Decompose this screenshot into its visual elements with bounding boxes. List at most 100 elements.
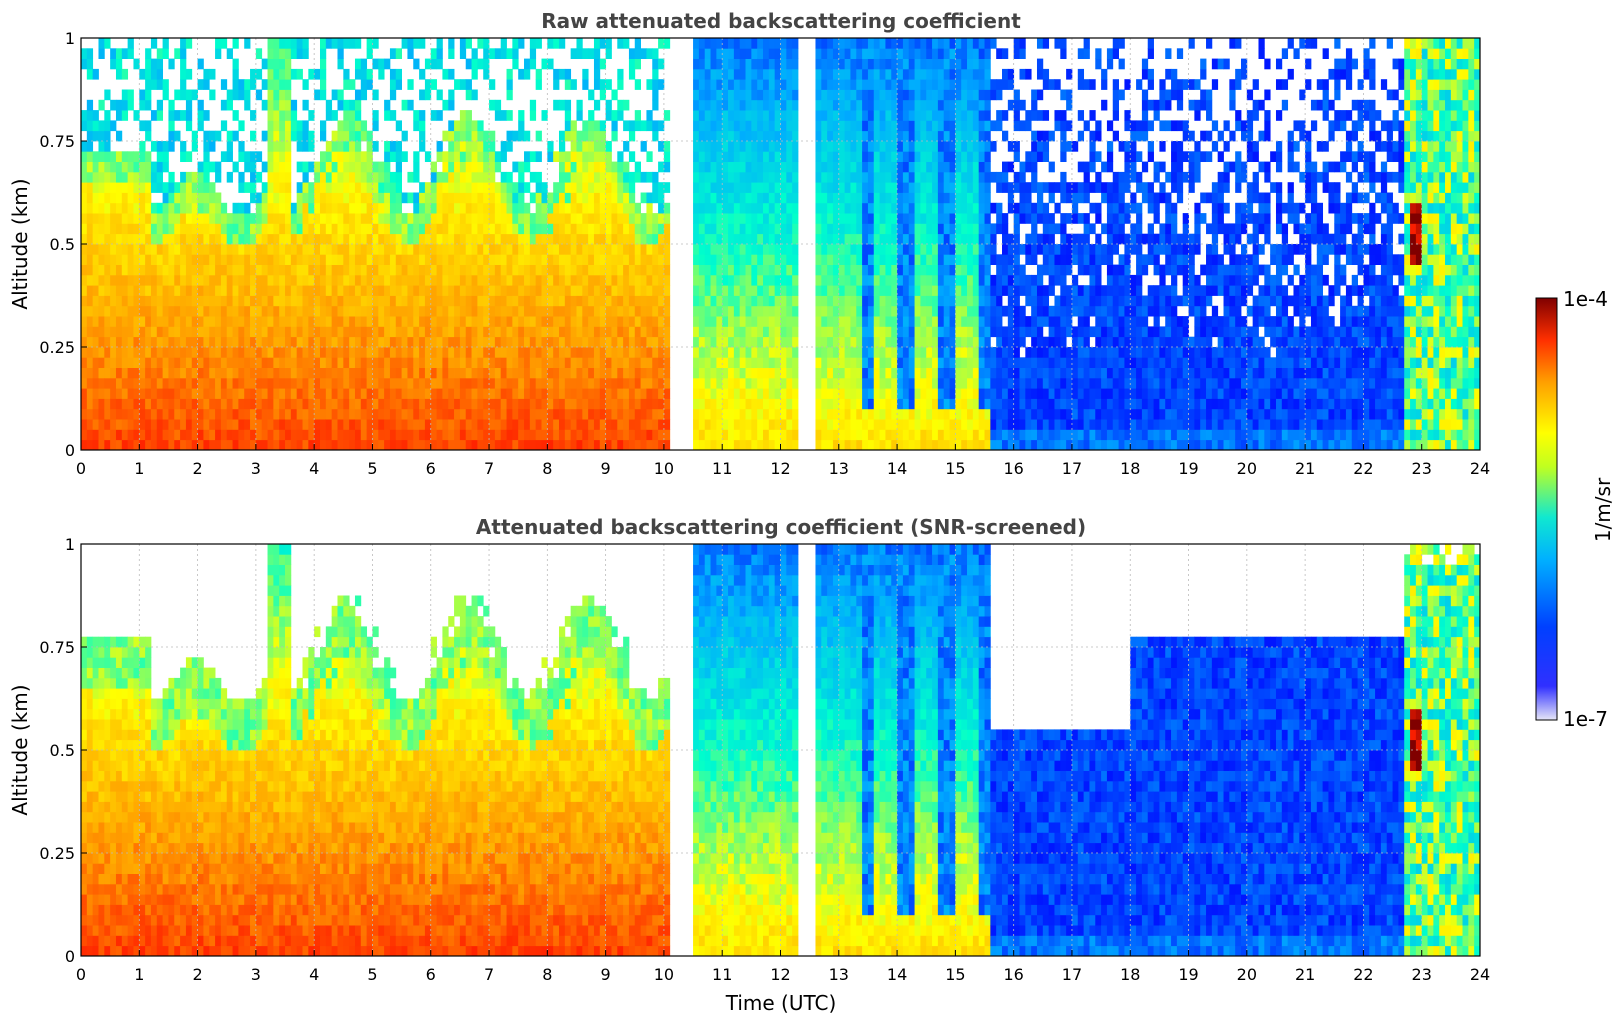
heatmap-cell <box>180 295 187 307</box>
heatmap-cell <box>535 233 542 245</box>
heatmap-cell <box>593 274 601 286</box>
heatmap-cell <box>489 398 496 410</box>
heatmap-cell <box>302 347 309 358</box>
heatmap-cell <box>302 398 309 410</box>
heatmap-cell <box>319 79 327 90</box>
heatmap-cell <box>640 233 647 245</box>
heatmap-cell <box>110 274 117 286</box>
heatmap-cell <box>489 182 496 193</box>
heatmap-cell <box>914 161 921 173</box>
heatmap-cell <box>115 305 123 317</box>
heatmap-cell <box>891 68 898 80</box>
heatmap-cell <box>191 429 198 441</box>
heatmap-cell <box>891 130 898 142</box>
heatmap-cell <box>500 48 507 59</box>
heatmap-cell <box>250 305 257 317</box>
heatmap-cell <box>914 213 921 224</box>
heatmap-cell <box>220 120 228 132</box>
heatmap-cell <box>728 151 735 162</box>
heatmap-cell <box>384 439 391 451</box>
heatmap-cell <box>354 161 362 173</box>
heatmap-cell <box>908 120 915 132</box>
heatmap-cell <box>564 347 572 358</box>
heatmap-cell <box>873 367 880 379</box>
heatmap-cell <box>191 223 198 235</box>
heatmap-cell <box>827 151 834 162</box>
heatmap-cell <box>751 429 758 441</box>
heatmap-cell <box>174 233 181 245</box>
heatmap-cell <box>448 99 455 111</box>
heatmap-cell <box>862 388 869 399</box>
heatmap-cell <box>867 264 875 276</box>
heatmap-cell <box>104 326 111 338</box>
heatmap-cell <box>628 274 636 286</box>
heatmap-cell <box>850 347 857 358</box>
heatmap-cell <box>588 120 595 132</box>
heatmap-cell <box>576 202 583 214</box>
heatmap-cell <box>908 171 915 183</box>
heatmap-cell <box>780 68 787 80</box>
heatmap-cell <box>448 68 455 80</box>
heatmap-cell <box>512 439 519 451</box>
heatmap-cell <box>623 316 630 327</box>
heatmap-cell <box>238 326 245 338</box>
heatmap-cell <box>506 213 513 224</box>
heatmap-cell <box>908 202 915 214</box>
heatmap-cell <box>442 439 449 451</box>
heatmap-cell <box>693 120 700 132</box>
heatmap-cell <box>693 295 700 307</box>
heatmap-cell <box>296 274 303 286</box>
heatmap-cell <box>500 244 507 255</box>
heatmap-cell <box>873 264 880 276</box>
heatmap-cell <box>331 336 338 348</box>
heatmap-cell <box>349 388 356 399</box>
heatmap-cell <box>319 130 327 142</box>
heatmap-cell <box>115 182 123 193</box>
heatmap-cell <box>698 419 706 430</box>
heatmap-cell <box>489 347 496 358</box>
heatmap-cell <box>209 305 216 317</box>
heatmap-cell <box>494 244 502 255</box>
heatmap-cell <box>98 305 105 317</box>
heatmap-cell <box>745 79 752 90</box>
heatmap-cell <box>815 347 822 358</box>
heatmap-cell <box>436 141 443 152</box>
heatmap-cell <box>576 99 583 111</box>
heatmap-cell <box>774 398 781 410</box>
heatmap-cell <box>733 120 741 132</box>
heatmap-cell <box>354 429 362 441</box>
heatmap-cell <box>209 367 216 379</box>
heatmap-cell <box>774 171 781 183</box>
heatmap-cell <box>81 367 88 379</box>
heatmap-cell <box>98 202 105 214</box>
heatmap-cell <box>174 408 181 420</box>
heatmap-cell <box>156 58 164 70</box>
heatmap-cell <box>220 357 228 368</box>
heatmap-cell <box>86 367 94 379</box>
heatmap-cell <box>378 285 385 296</box>
heatmap-cell <box>541 182 548 193</box>
heatmap-cell <box>902 99 910 111</box>
heatmap-cell <box>273 274 280 286</box>
heatmap-cell <box>308 182 315 193</box>
heatmap-cell <box>454 377 461 389</box>
heatmap-cell <box>547 202 554 214</box>
heatmap-cell <box>92 316 99 327</box>
heatmap-cell <box>98 182 105 193</box>
heatmap-cell <box>448 439 455 451</box>
heatmap-cell <box>891 38 898 49</box>
heatmap-cell <box>891 192 898 204</box>
heatmap-cell <box>599 326 607 338</box>
heatmap-cell <box>471 408 478 420</box>
heatmap-cell <box>710 316 717 327</box>
heatmap-cell <box>115 223 123 235</box>
heatmap-cell <box>302 316 309 327</box>
heatmap-cell <box>588 367 595 379</box>
heatmap-cell <box>86 429 94 441</box>
heatmap-cell <box>430 285 437 296</box>
heatmap-cell <box>897 171 904 183</box>
heatmap-cell <box>716 377 723 389</box>
heatmap-cell <box>570 120 577 132</box>
heatmap-cell <box>862 110 869 121</box>
heatmap-cell <box>599 347 607 358</box>
